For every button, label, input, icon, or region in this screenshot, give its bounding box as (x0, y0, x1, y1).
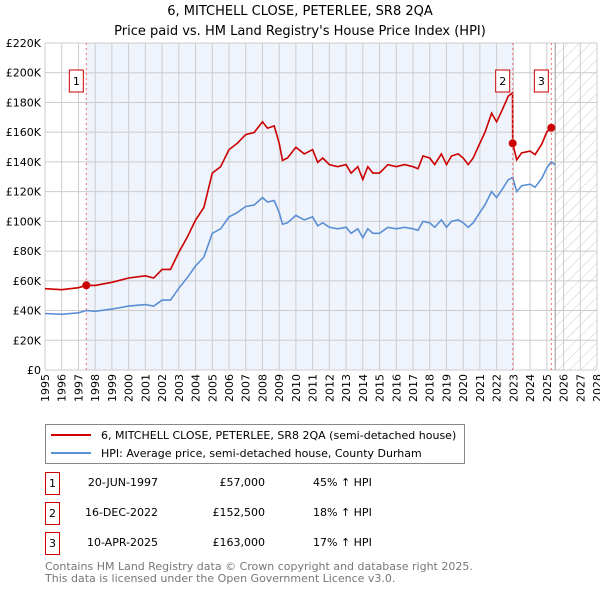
y-tick-label: £180K (6, 96, 42, 109)
x-tick-label: 2010 (290, 374, 303, 402)
x-tick-label: 2012 (323, 374, 336, 402)
y-tick-label: £160K (6, 126, 42, 139)
y-tick-label: £220K (6, 37, 42, 50)
sale-price: £57,000 (219, 476, 266, 489)
y-tick-label: £100K (6, 215, 42, 228)
sale-marker-2: 2 (45, 502, 60, 525)
legend-item-property: 6, MITCHELL CLOSE, PETERLEE, SR8 2QA (se… (51, 426, 456, 444)
x-tick-label: 2006 (223, 374, 236, 402)
x-tick-label: 2011 (307, 374, 320, 402)
legend-swatch-hpi (51, 452, 91, 454)
sale-hpi: 17% ↑ HPI (313, 536, 372, 549)
sale-marker-1: 1 (45, 472, 60, 495)
x-tick-label: 2005 (206, 374, 219, 402)
y-tick-label: £200K (6, 67, 42, 80)
legend: 6, MITCHELL CLOSE, PETERLEE, SR8 2QA (se… (45, 424, 466, 464)
footer-licence: This data is licensed under the Open Gov… (45, 572, 396, 585)
sale-label-3: 3 (538, 75, 545, 88)
y-tick-label: £60K (13, 275, 42, 288)
y-tick-label: £120K (6, 186, 42, 199)
x-tick-label: 2021 (474, 374, 487, 402)
x-tick-label: 2019 (440, 374, 453, 402)
x-tick-label: 2027 (574, 374, 587, 402)
sale-date: 16-DEC-2022 (84, 506, 158, 519)
y-tick-label: £140K (6, 156, 42, 169)
legend-swatch-property (51, 434, 91, 436)
x-tick-label: 2026 (558, 374, 571, 402)
sale-row-3: 3 10-APR-2025 £163,000 17% ↑ HPI (45, 532, 445, 555)
y-tick-label: £20K (13, 334, 42, 347)
sale-price: £152,500 (212, 506, 266, 519)
sale-price: £163,000 (212, 536, 266, 549)
x-tick-label: 2017 (407, 374, 420, 402)
x-tick-label: 1999 (106, 374, 119, 402)
x-tick-label: 2004 (190, 374, 203, 402)
chart-title: 6, MITCHELL CLOSE, PETERLEE, SR8 2QA Pri… (0, 2, 600, 42)
ownership-shade (86, 43, 513, 370)
footer: Contains HM Land Registry data © Crown c… (45, 561, 473, 585)
x-tick-label: 1998 (89, 374, 102, 402)
x-tick-label: 2009 (273, 374, 286, 402)
legend-item-hpi: HPI: Average price, semi-detached house,… (51, 444, 456, 462)
x-tick-label: 2013 (340, 374, 353, 402)
sale-label-box-3 (533, 69, 549, 93)
sale-point-3 (547, 123, 556, 132)
series-line-hpi (44, 160, 556, 316)
forecast-hatch (555, 43, 597, 370)
x-tick-label: 2000 (123, 374, 136, 402)
sale-hpi: 45% ↑ HPI (313, 476, 372, 489)
sale-label-box-2 (495, 69, 511, 93)
legend-label-property: 6, MITCHELL CLOSE, PETERLEE, SR8 2QA (se… (101, 428, 457, 442)
x-tick-label: 2014 (357, 374, 370, 402)
sale-date: 10-APR-2025 (86, 536, 158, 549)
x-tick-label: 2025 (541, 374, 554, 402)
sale-row-1: 1 20-JUN-1997 £57,000 45% ↑ HPI (45, 472, 445, 495)
price-chart: 1995 1996 1997 1998 1999 2000 2001 2002 2003 2004… (6, 37, 600, 402)
sale-label-1: 1 (73, 75, 80, 88)
x-tick-label: 2018 (424, 374, 437, 402)
footer-copyright: Contains HM Land Registry data © Crown c… (45, 560, 473, 573)
y-tick-label: £80K (13, 245, 42, 258)
x-tick-label: 2023 (507, 374, 520, 402)
subtitle: Price paid vs. HM Land Registry's House … (114, 24, 486, 39)
sale-label-2: 2 (499, 75, 506, 88)
sale-hpi: 18% ↑ HPI (313, 506, 372, 519)
legend-label-hpi: HPI: Average price, semi-detached house,… (101, 446, 422, 460)
x-tick-label: 2020 (457, 374, 470, 402)
sale-row-2: 2 16-DEC-2022 £152,500 18% ↑ HPI (45, 502, 445, 525)
title: 6, MITCHELL CLOSE, PETERLEE, SR8 2QA (167, 4, 433, 19)
sale-label-box-1 (68, 69, 84, 93)
x-tick-label: 2008 (256, 374, 269, 402)
sale-point-2 (508, 139, 517, 148)
sale-marker-3: 3 (45, 532, 60, 555)
sale-date: 20-JUN-1997 (87, 476, 158, 489)
y-tick-label: £40K (13, 305, 42, 318)
x-tick-label: 2001 (139, 374, 152, 402)
x-tick-label: 2028 (591, 374, 600, 402)
y-tick-label: £0 (27, 364, 41, 377)
x-tick-label: 2024 (524, 374, 537, 402)
sale-point-1 (82, 281, 91, 290)
x-tick-label: 2002 (156, 374, 169, 402)
x-tick-label: 2015 (374, 374, 387, 402)
x-tick-label: 1995 (39, 374, 52, 402)
x-tick-label: 2016 (390, 374, 403, 402)
x-tick-label: 2022 (491, 374, 504, 402)
series-line-property (44, 91, 556, 291)
x-tick-label: 1997 (72, 374, 85, 402)
x-tick-label: 1996 (56, 374, 69, 402)
x-tick-label: 2003 (173, 374, 186, 402)
x-tick-label: 2007 (240, 374, 253, 402)
